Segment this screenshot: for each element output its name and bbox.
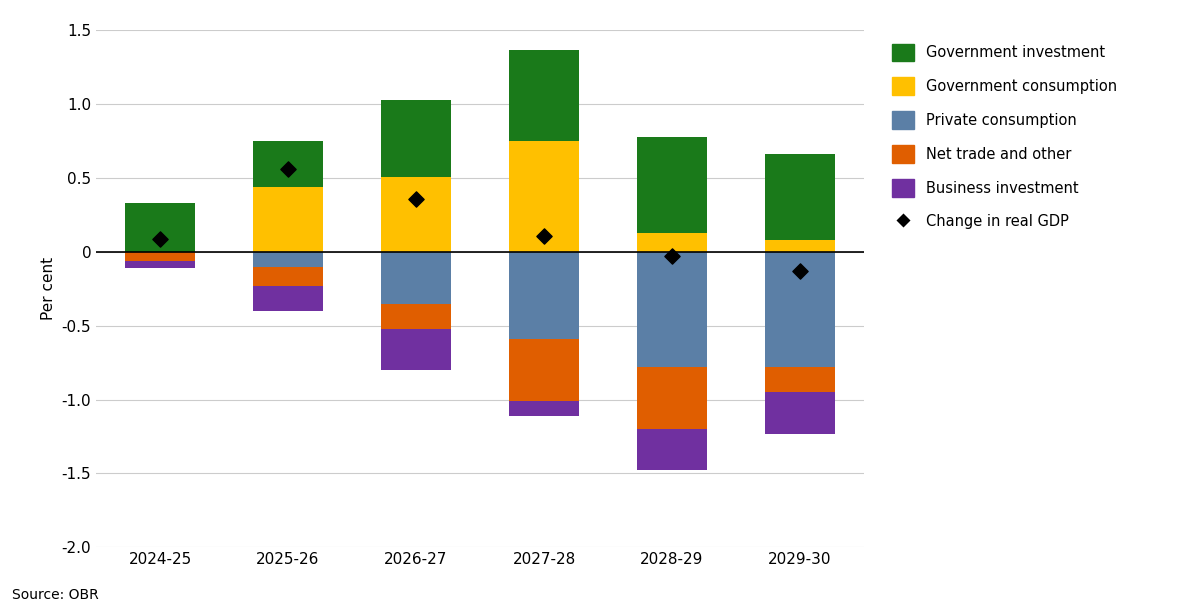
Bar bbox=[380, 252, 451, 303]
Point bbox=[791, 266, 810, 276]
Bar bbox=[509, 339, 580, 401]
Bar bbox=[509, 252, 580, 339]
Point bbox=[662, 252, 682, 261]
Bar bbox=[380, 329, 451, 370]
Point bbox=[407, 194, 426, 204]
Bar bbox=[253, 267, 323, 286]
Bar bbox=[253, 141, 323, 187]
Bar bbox=[253, 286, 323, 311]
Bar bbox=[764, 252, 835, 367]
Bar bbox=[764, 240, 835, 252]
Legend: Government investment, Government consumption, Private consumption, Net trade an: Government investment, Government consum… bbox=[887, 38, 1123, 237]
Bar bbox=[764, 392, 835, 434]
Bar bbox=[125, 252, 196, 261]
Bar bbox=[380, 303, 451, 329]
Bar bbox=[637, 252, 707, 367]
Bar bbox=[637, 233, 707, 252]
Bar bbox=[253, 187, 323, 252]
Point bbox=[150, 233, 169, 243]
Bar bbox=[125, 261, 196, 268]
Y-axis label: Per cent: Per cent bbox=[41, 257, 56, 320]
Bar bbox=[637, 137, 707, 233]
Bar bbox=[380, 100, 451, 176]
Bar bbox=[637, 429, 707, 471]
Point bbox=[278, 164, 298, 174]
Bar bbox=[764, 154, 835, 240]
Bar bbox=[125, 203, 196, 252]
Bar bbox=[253, 252, 323, 267]
Bar bbox=[509, 50, 580, 141]
Text: Source: OBR: Source: OBR bbox=[12, 588, 98, 602]
Bar bbox=[764, 367, 835, 392]
Bar bbox=[380, 176, 451, 252]
Bar bbox=[637, 367, 707, 429]
Bar bbox=[509, 401, 580, 416]
Point bbox=[534, 231, 553, 241]
Bar bbox=[509, 141, 580, 252]
